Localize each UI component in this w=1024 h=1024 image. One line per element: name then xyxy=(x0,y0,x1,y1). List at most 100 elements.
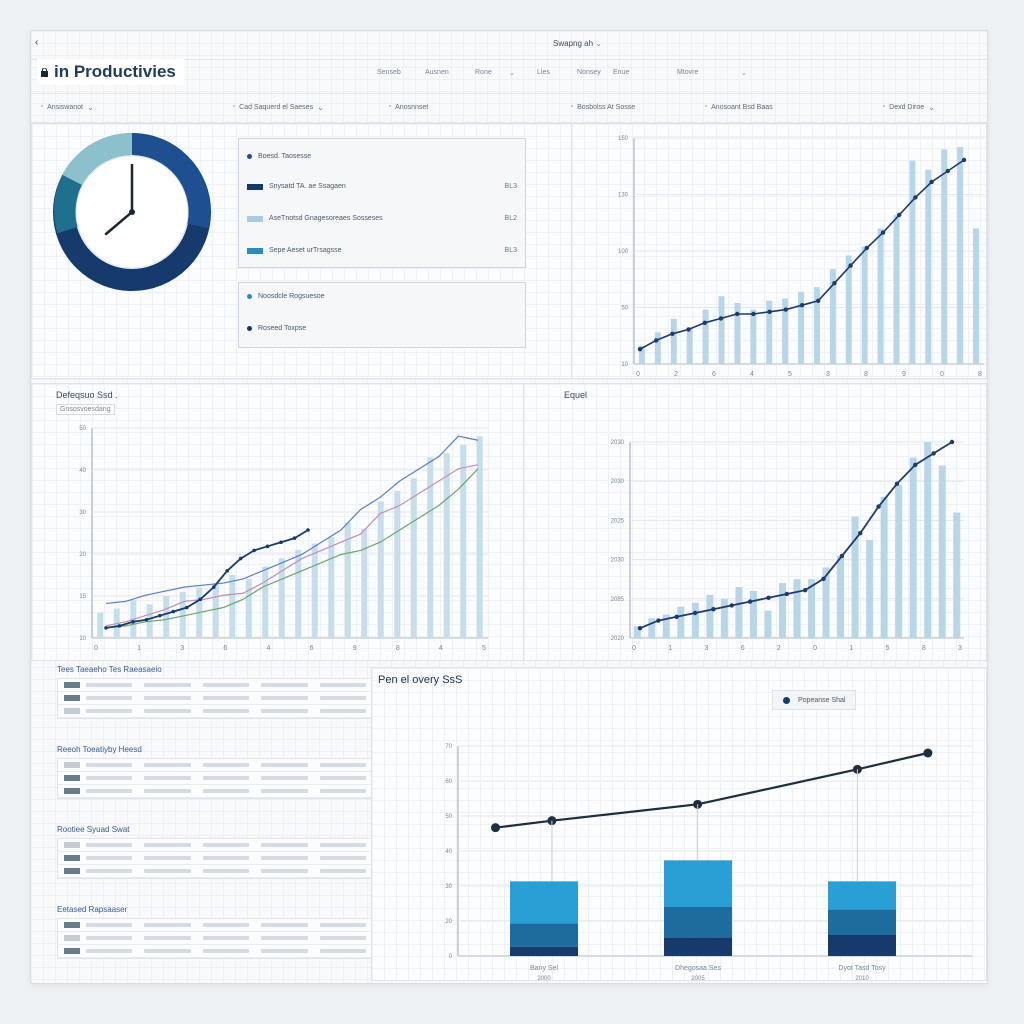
data-point xyxy=(729,603,734,608)
filter-dropdown[interactable]: ▫ Dexd Diroe ⌄ xyxy=(883,99,935,115)
table-cell xyxy=(202,923,250,927)
category-year-label: 2005 xyxy=(691,976,705,980)
legend-item[interactable]: Sepe Aeset urTrsagsse BL3 xyxy=(247,247,517,254)
table-cell xyxy=(202,709,250,713)
y-tick-label: 70 xyxy=(445,744,452,750)
bar xyxy=(706,594,714,638)
y-tick-label: 50 xyxy=(79,426,86,432)
y-tick-label: 2025 xyxy=(611,518,625,524)
legend-label: Boesd. Taosesse xyxy=(258,153,312,160)
chevron-down-icon: ⌄ xyxy=(928,102,935,112)
header-link[interactable]: Mtovre xyxy=(677,69,699,76)
table-cell xyxy=(86,936,133,940)
data-point xyxy=(279,540,283,545)
data-point xyxy=(711,607,716,612)
filter-dropdown[interactable]: ▫ Anosoant Bsd Baas xyxy=(705,99,773,115)
header-link[interactable]: Nonsey xyxy=(577,69,601,76)
bar xyxy=(778,583,786,638)
table-cell xyxy=(319,843,367,847)
table-row[interactable] xyxy=(58,705,372,718)
row-icon xyxy=(64,842,80,848)
bar-line-chart: 2030 2030 2025 2030 2085 2020 0 1 3 6 2 0 1 5 8 3 xyxy=(611,439,964,652)
header-link[interactable]: Lles xyxy=(537,69,550,76)
filter-dropdown[interactable]: ▫ Anosnnset xyxy=(389,99,428,115)
table-cell xyxy=(144,923,191,927)
table-row[interactable] xyxy=(58,932,372,945)
x-tick-label: 8 xyxy=(396,645,400,652)
table-row[interactable] xyxy=(58,945,372,958)
table-row[interactable] xyxy=(58,772,372,785)
table-row[interactable] xyxy=(58,919,372,932)
table-title: Tees Taeaeho Tes Raeasaeio xyxy=(57,665,162,674)
y-tick-label: 150 xyxy=(618,136,629,142)
legend-item[interactable]: Snysatd TA. ae Ssagaen BL3 xyxy=(247,183,517,190)
x-tick-label: 6 xyxy=(310,645,314,652)
bar xyxy=(638,345,645,364)
data-point xyxy=(185,605,189,610)
table-cell xyxy=(86,869,133,873)
bar xyxy=(909,457,917,638)
bar xyxy=(973,228,980,364)
x-tick-label: 9 xyxy=(353,645,357,652)
bar xyxy=(782,298,789,364)
data-point xyxy=(864,245,869,251)
top-menu-label: Swapng ah xyxy=(553,39,594,48)
row-icon xyxy=(64,682,80,688)
legend-item[interactable]: Noosdcle Rogsuesoe xyxy=(247,293,517,300)
bar xyxy=(97,612,104,638)
legend-dot-icon xyxy=(247,326,252,331)
table-cell xyxy=(319,696,367,700)
chart-legend[interactable]: Popeanse Shal xyxy=(772,690,857,710)
header-link[interactable]: Enue xyxy=(613,69,630,76)
table-row[interactable] xyxy=(58,679,372,692)
bar xyxy=(822,567,830,638)
bar xyxy=(212,583,219,638)
bar xyxy=(880,496,888,638)
table-row[interactable] xyxy=(58,692,372,705)
header-link[interactable]: Senseb xyxy=(377,69,401,76)
stacked-bar-segment xyxy=(664,937,732,956)
table-cell xyxy=(319,709,367,713)
back-icon[interactable]: ‹ xyxy=(35,37,39,48)
data-table: Rootiee Syuad Swat xyxy=(57,825,373,879)
table-row[interactable] xyxy=(58,852,372,865)
legend-item[interactable]: AseTnotsd Gnagesoreaes Sosseses BL2 xyxy=(247,215,517,222)
top-menu[interactable]: Swapng ah ⌄ xyxy=(553,39,602,48)
data-point xyxy=(945,168,950,174)
legend-item[interactable]: Roseed Toxpse xyxy=(247,325,517,332)
bar xyxy=(829,269,836,364)
bar xyxy=(813,287,820,364)
data-point xyxy=(104,626,108,630)
stacked-bar-segment xyxy=(510,923,578,947)
legend-item[interactable]: Boesd. Taosesse xyxy=(247,153,517,160)
filter-dropdown[interactable]: ▫ Cad Saquerd el Saeses ⌄ xyxy=(233,99,324,115)
header-link[interactable]: Ausnen xyxy=(425,69,449,76)
data-point xyxy=(702,320,707,325)
legend-dot-icon xyxy=(247,154,252,159)
filter-icon: ▫ xyxy=(389,104,392,110)
y-tick-label: 20 xyxy=(445,919,452,925)
filter-dropdown[interactable]: ▫ Bosbolss At Sosse xyxy=(571,99,635,115)
bar xyxy=(677,606,685,638)
table-row[interactable] xyxy=(58,759,372,772)
table-cell xyxy=(261,856,308,860)
bar xyxy=(344,522,351,638)
bar xyxy=(735,587,743,638)
bar xyxy=(163,596,170,638)
table-row[interactable] xyxy=(58,839,372,852)
filter-dropdown[interactable]: ▫ Ansiswanot ⌄ xyxy=(41,99,94,115)
chart-subtitle[interactable]: Gnsosvoesdang xyxy=(56,404,115,415)
data-point xyxy=(832,281,837,286)
app-title-text: in Productivies xyxy=(54,62,176,81)
header-link[interactable]: Rone xyxy=(475,69,492,76)
legend-label: Sepe Aeset urTrsagsse xyxy=(269,247,342,254)
bar xyxy=(295,549,302,638)
row-icon xyxy=(64,948,80,954)
table-row[interactable] xyxy=(58,865,372,878)
data-point xyxy=(131,620,135,624)
category-label: Bany Sel xyxy=(530,965,558,972)
chart-panel-bottom: Pen el overy SsS Popeanse Shal 70 60 50 40 3… xyxy=(371,667,987,981)
stacked-bar-segment xyxy=(828,881,896,910)
data-point xyxy=(225,569,229,573)
table-row[interactable] xyxy=(58,785,372,798)
